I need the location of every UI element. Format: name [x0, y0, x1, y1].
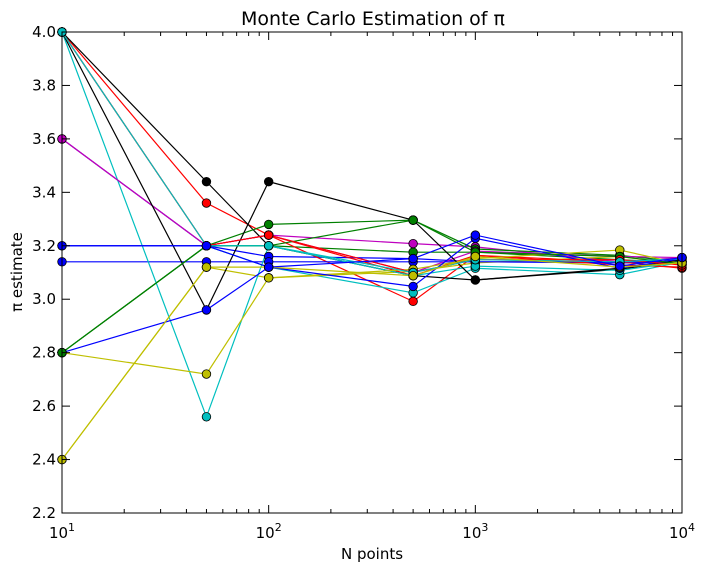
data-point — [615, 261, 625, 271]
data-point — [263, 273, 274, 283]
data-point — [470, 230, 481, 240]
series-line — [61, 31, 683, 281]
y-tick-label: 4.0 — [32, 23, 56, 41]
series-line — [61, 255, 683, 460]
data-point — [263, 262, 274, 272]
y-axis-label: π estimate — [8, 232, 26, 312]
x-tick-label: 101 — [49, 521, 75, 542]
data-point — [201, 262, 212, 272]
data-point — [201, 176, 212, 187]
chart-title: Monte Carlo Estimation of π — [241, 8, 505, 30]
series-line — [61, 249, 683, 375]
plot-frame — [61, 31, 683, 514]
series-line — [61, 31, 683, 419]
data-point — [408, 296, 418, 307]
x-axis-label: N points — [341, 545, 403, 563]
data-point — [408, 238, 418, 249]
series-line — [61, 219, 683, 354]
x-tick-label: 103 — [462, 521, 488, 542]
data-point — [201, 412, 212, 422]
data-point — [201, 198, 212, 208]
data-point — [263, 241, 274, 251]
series-line — [61, 138, 683, 263]
series-line — [61, 31, 683, 274]
y-tick-label: 3.8 — [32, 76, 56, 94]
series-line — [61, 31, 683, 312]
data-point — [201, 241, 212, 251]
data-point — [201, 369, 212, 379]
data-point — [470, 275, 481, 285]
data-point — [408, 281, 418, 292]
y-tick-label: 3.2 — [32, 237, 56, 255]
y-tick-label: 2.2 — [32, 504, 56, 522]
series-line — [61, 31, 683, 277]
ticks-layer: 2.2 2.4 2.6 2.8 3.0 3.2 3.4 3.6 3.8 4.0 101 102 103 1… — [32, 23, 695, 542]
data-point — [408, 215, 418, 225]
data-point — [201, 305, 212, 315]
series-line — [61, 219, 683, 354]
data-point — [263, 219, 274, 230]
series-line — [61, 31, 683, 274]
data-point — [263, 230, 274, 240]
y-tick-label: 2.6 — [32, 397, 56, 415]
y-tick-label: 2.8 — [32, 344, 56, 362]
x-tick-label: 102 — [256, 521, 282, 542]
y-tick-label: 3.0 — [32, 290, 56, 308]
data-point — [408, 271, 418, 281]
x-tick-label: 104 — [669, 521, 695, 542]
y-tick-label: 3.4 — [32, 183, 56, 201]
data-point — [408, 253, 418, 264]
y-tick-label: 3.6 — [32, 130, 56, 148]
series-layer — [57, 27, 687, 465]
data-point — [470, 251, 481, 262]
y-tick-label: 2.4 — [32, 451, 56, 469]
data-point — [263, 176, 274, 187]
series-line — [61, 255, 683, 460]
